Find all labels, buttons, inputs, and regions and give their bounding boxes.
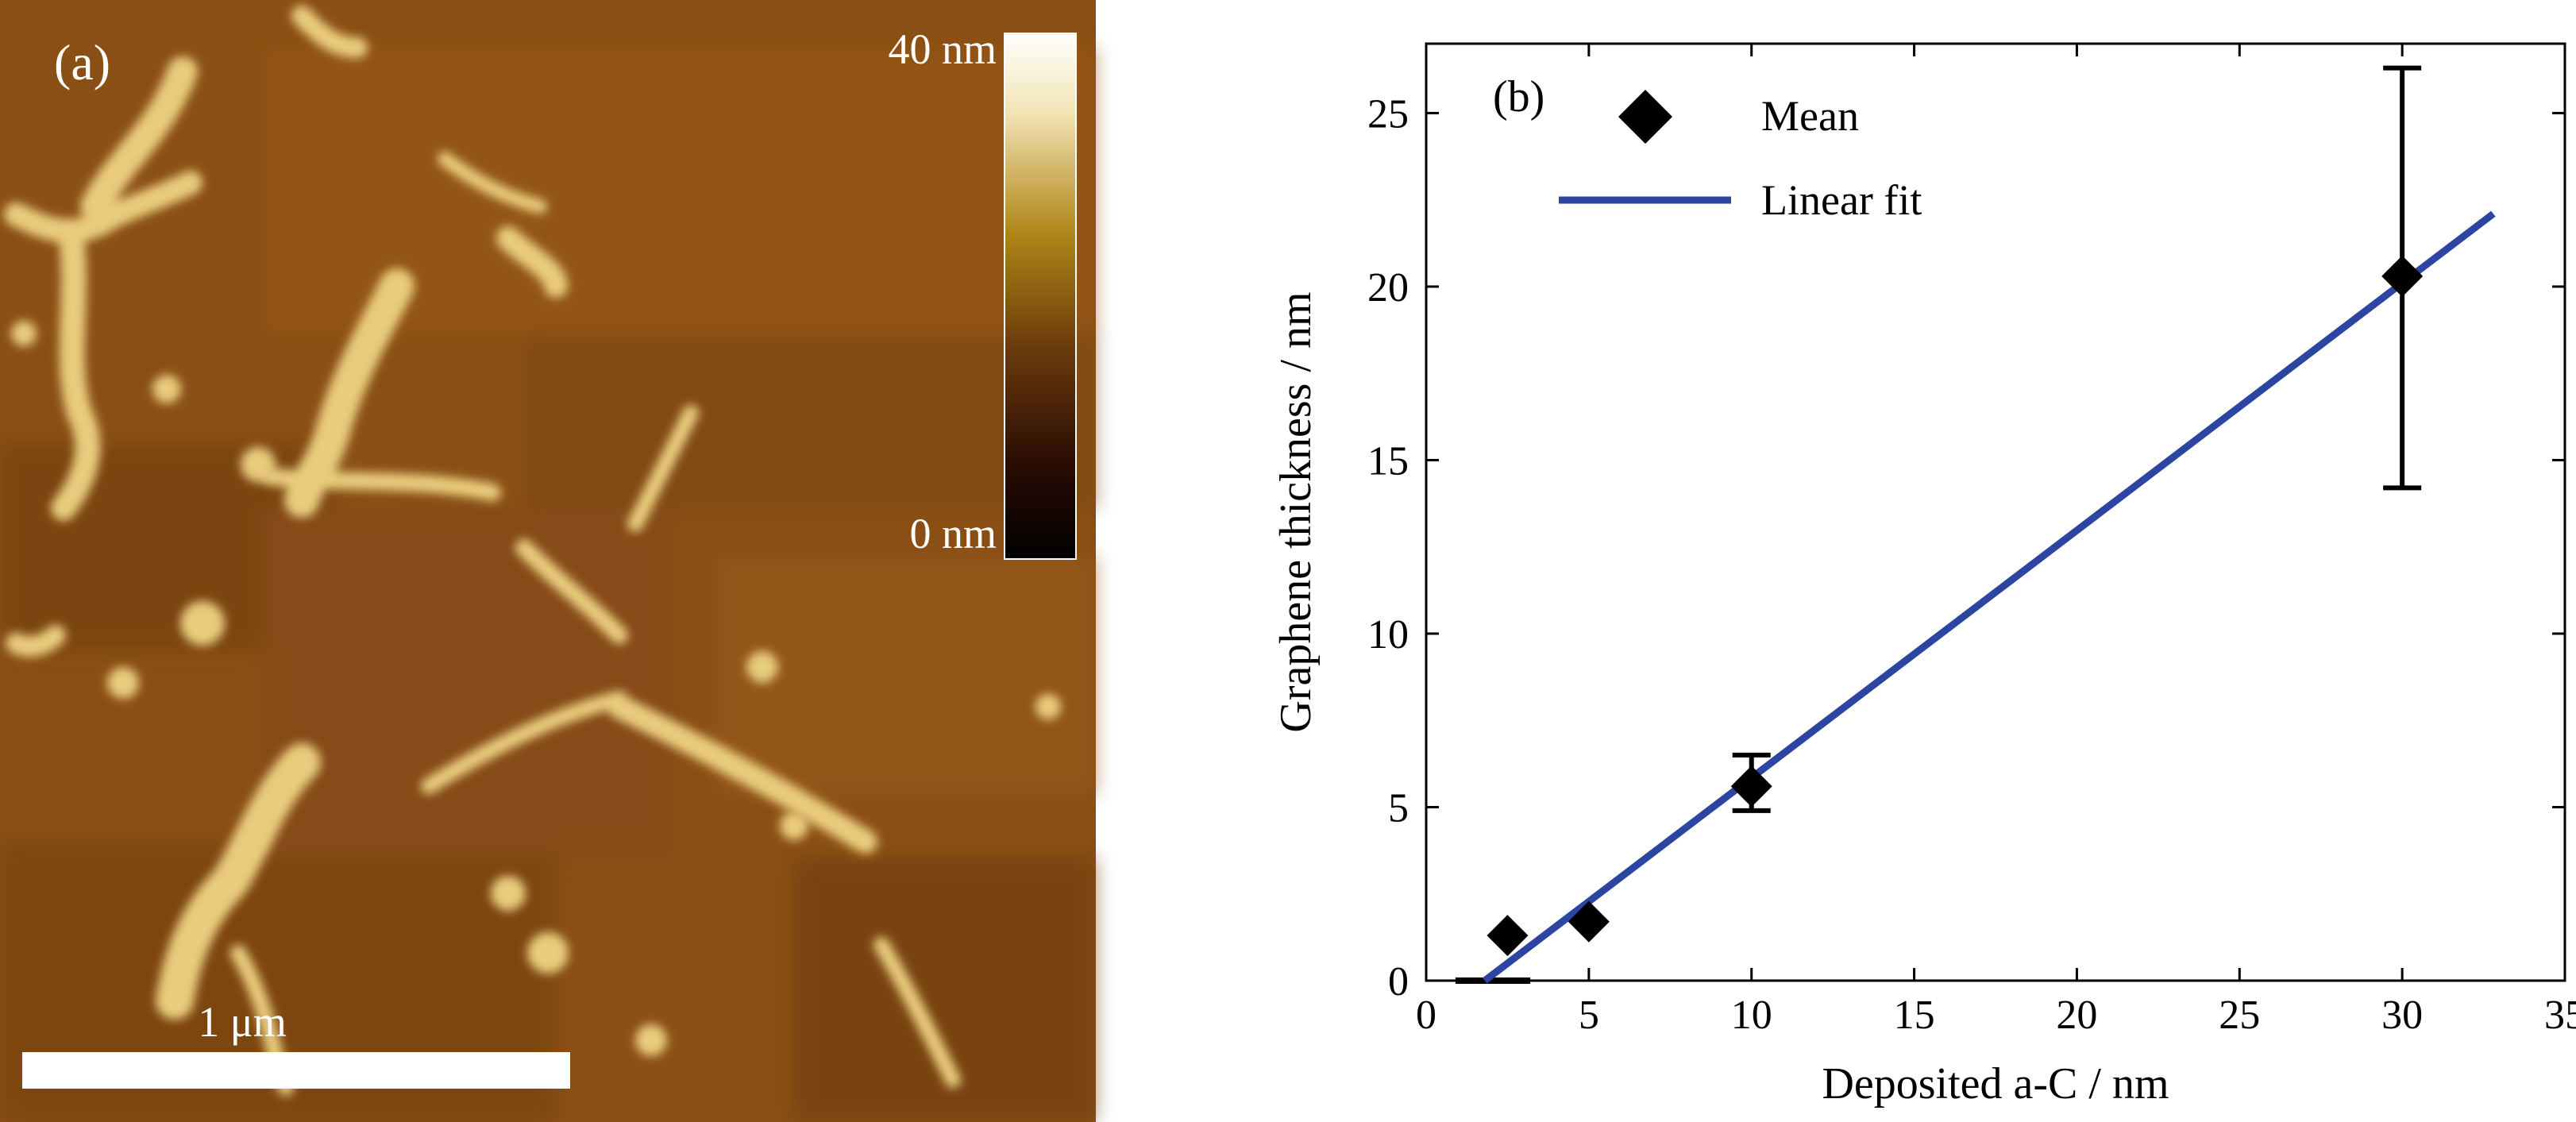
y-tick-label: 5 — [1388, 785, 1409, 831]
afm-feature — [515, 539, 628, 644]
afm-particle — [746, 651, 778, 683]
afm-particle — [527, 932, 569, 974]
afm-feature — [261, 468, 501, 501]
afm-surface-features — [4, 6, 961, 1096]
colorbar-min-label: 0 nm — [909, 510, 997, 557]
colorbar — [1004, 33, 1077, 560]
afm-feature — [607, 695, 877, 854]
y-tick-label: 10 — [1367, 612, 1409, 657]
panel-label-a: (a) — [54, 34, 110, 91]
y-tick-label: 15 — [1367, 438, 1409, 484]
panel-label-b: (b) — [1493, 72, 1544, 121]
afm-particle — [152, 375, 181, 403]
legend-mean-label: Mean — [1761, 92, 1859, 140]
x-tick-label: 30 — [2381, 993, 2423, 1038]
x-axis: 0 5 10 15 20 25 30 35 — [1416, 44, 2576, 1038]
y-tick-label: 25 — [1367, 91, 1409, 137]
mean-point — [2381, 255, 2424, 297]
x-tick-label: 5 — [1579, 993, 1599, 1038]
plot-marks — [1455, 65, 2496, 984]
mean-point — [1568, 900, 1610, 943]
afm-image-panel: 40 nm 0 nm (a) 1 μm — [0, 0, 1096, 1122]
afm-feature — [291, 6, 368, 58]
afm-particle — [241, 447, 276, 482]
y-axis-label: Graphene thickness / nm — [1271, 291, 1321, 732]
afm-feature — [496, 226, 568, 298]
afm-feature — [6, 625, 66, 657]
afm-feature — [51, 226, 101, 521]
x-tick-label: 20 — [2056, 993, 2097, 1038]
mean-point — [1487, 915, 1529, 957]
afm-feature — [4, 171, 202, 243]
y-axis: 0 5 10 15 20 25 — [1367, 91, 2565, 1004]
legend-fit-label: Linear fit — [1761, 176, 1922, 224]
y-tick-label: 20 — [1367, 265, 1409, 310]
legend-mean-marker — [1618, 90, 1672, 144]
scale-bar-label: 1 μm — [198, 998, 286, 1046]
afm-feature — [438, 152, 547, 214]
x-tick-label: 0 — [1416, 993, 1436, 1038]
afm-feature — [156, 743, 321, 1020]
afm-particle — [1035, 694, 1061, 719]
afm-particle — [11, 321, 37, 346]
x-tick-label: 15 — [1894, 993, 1935, 1038]
x-tick-label: 35 — [2544, 993, 2576, 1038]
afm-particle — [107, 667, 139, 699]
afm-surface-dots — [11, 321, 1061, 1056]
y-tick-label: 0 — [1388, 959, 1409, 1004]
legend: Mean Linear fit — [1559, 90, 1922, 224]
x-axis-label: Deposited a-C / nm — [1822, 1059, 2169, 1109]
afm-feature — [421, 691, 627, 794]
afm-particle — [491, 876, 526, 911]
plot-frame — [1425, 42, 2566, 982]
afm-feature — [873, 937, 961, 1088]
afm-particle — [180, 601, 225, 646]
afm-particle — [635, 1024, 667, 1056]
afm-feature — [627, 405, 699, 532]
chart-panel: 0 5 10 15 20 25 30 35 0 5 10 15 20 25 Deposited a-C … — [1271, 42, 2576, 1109]
linear-fit-line — [1483, 210, 2496, 984]
x-tick-label: 25 — [2219, 993, 2260, 1038]
scale-bar — [22, 1052, 570, 1089]
colorbar-max-label: 40 nm — [888, 25, 997, 73]
mean-point — [1730, 765, 1772, 808]
x-tick-label: 10 — [1731, 993, 1772, 1038]
afm-feature — [80, 56, 198, 222]
afm-particle — [780, 812, 808, 840]
